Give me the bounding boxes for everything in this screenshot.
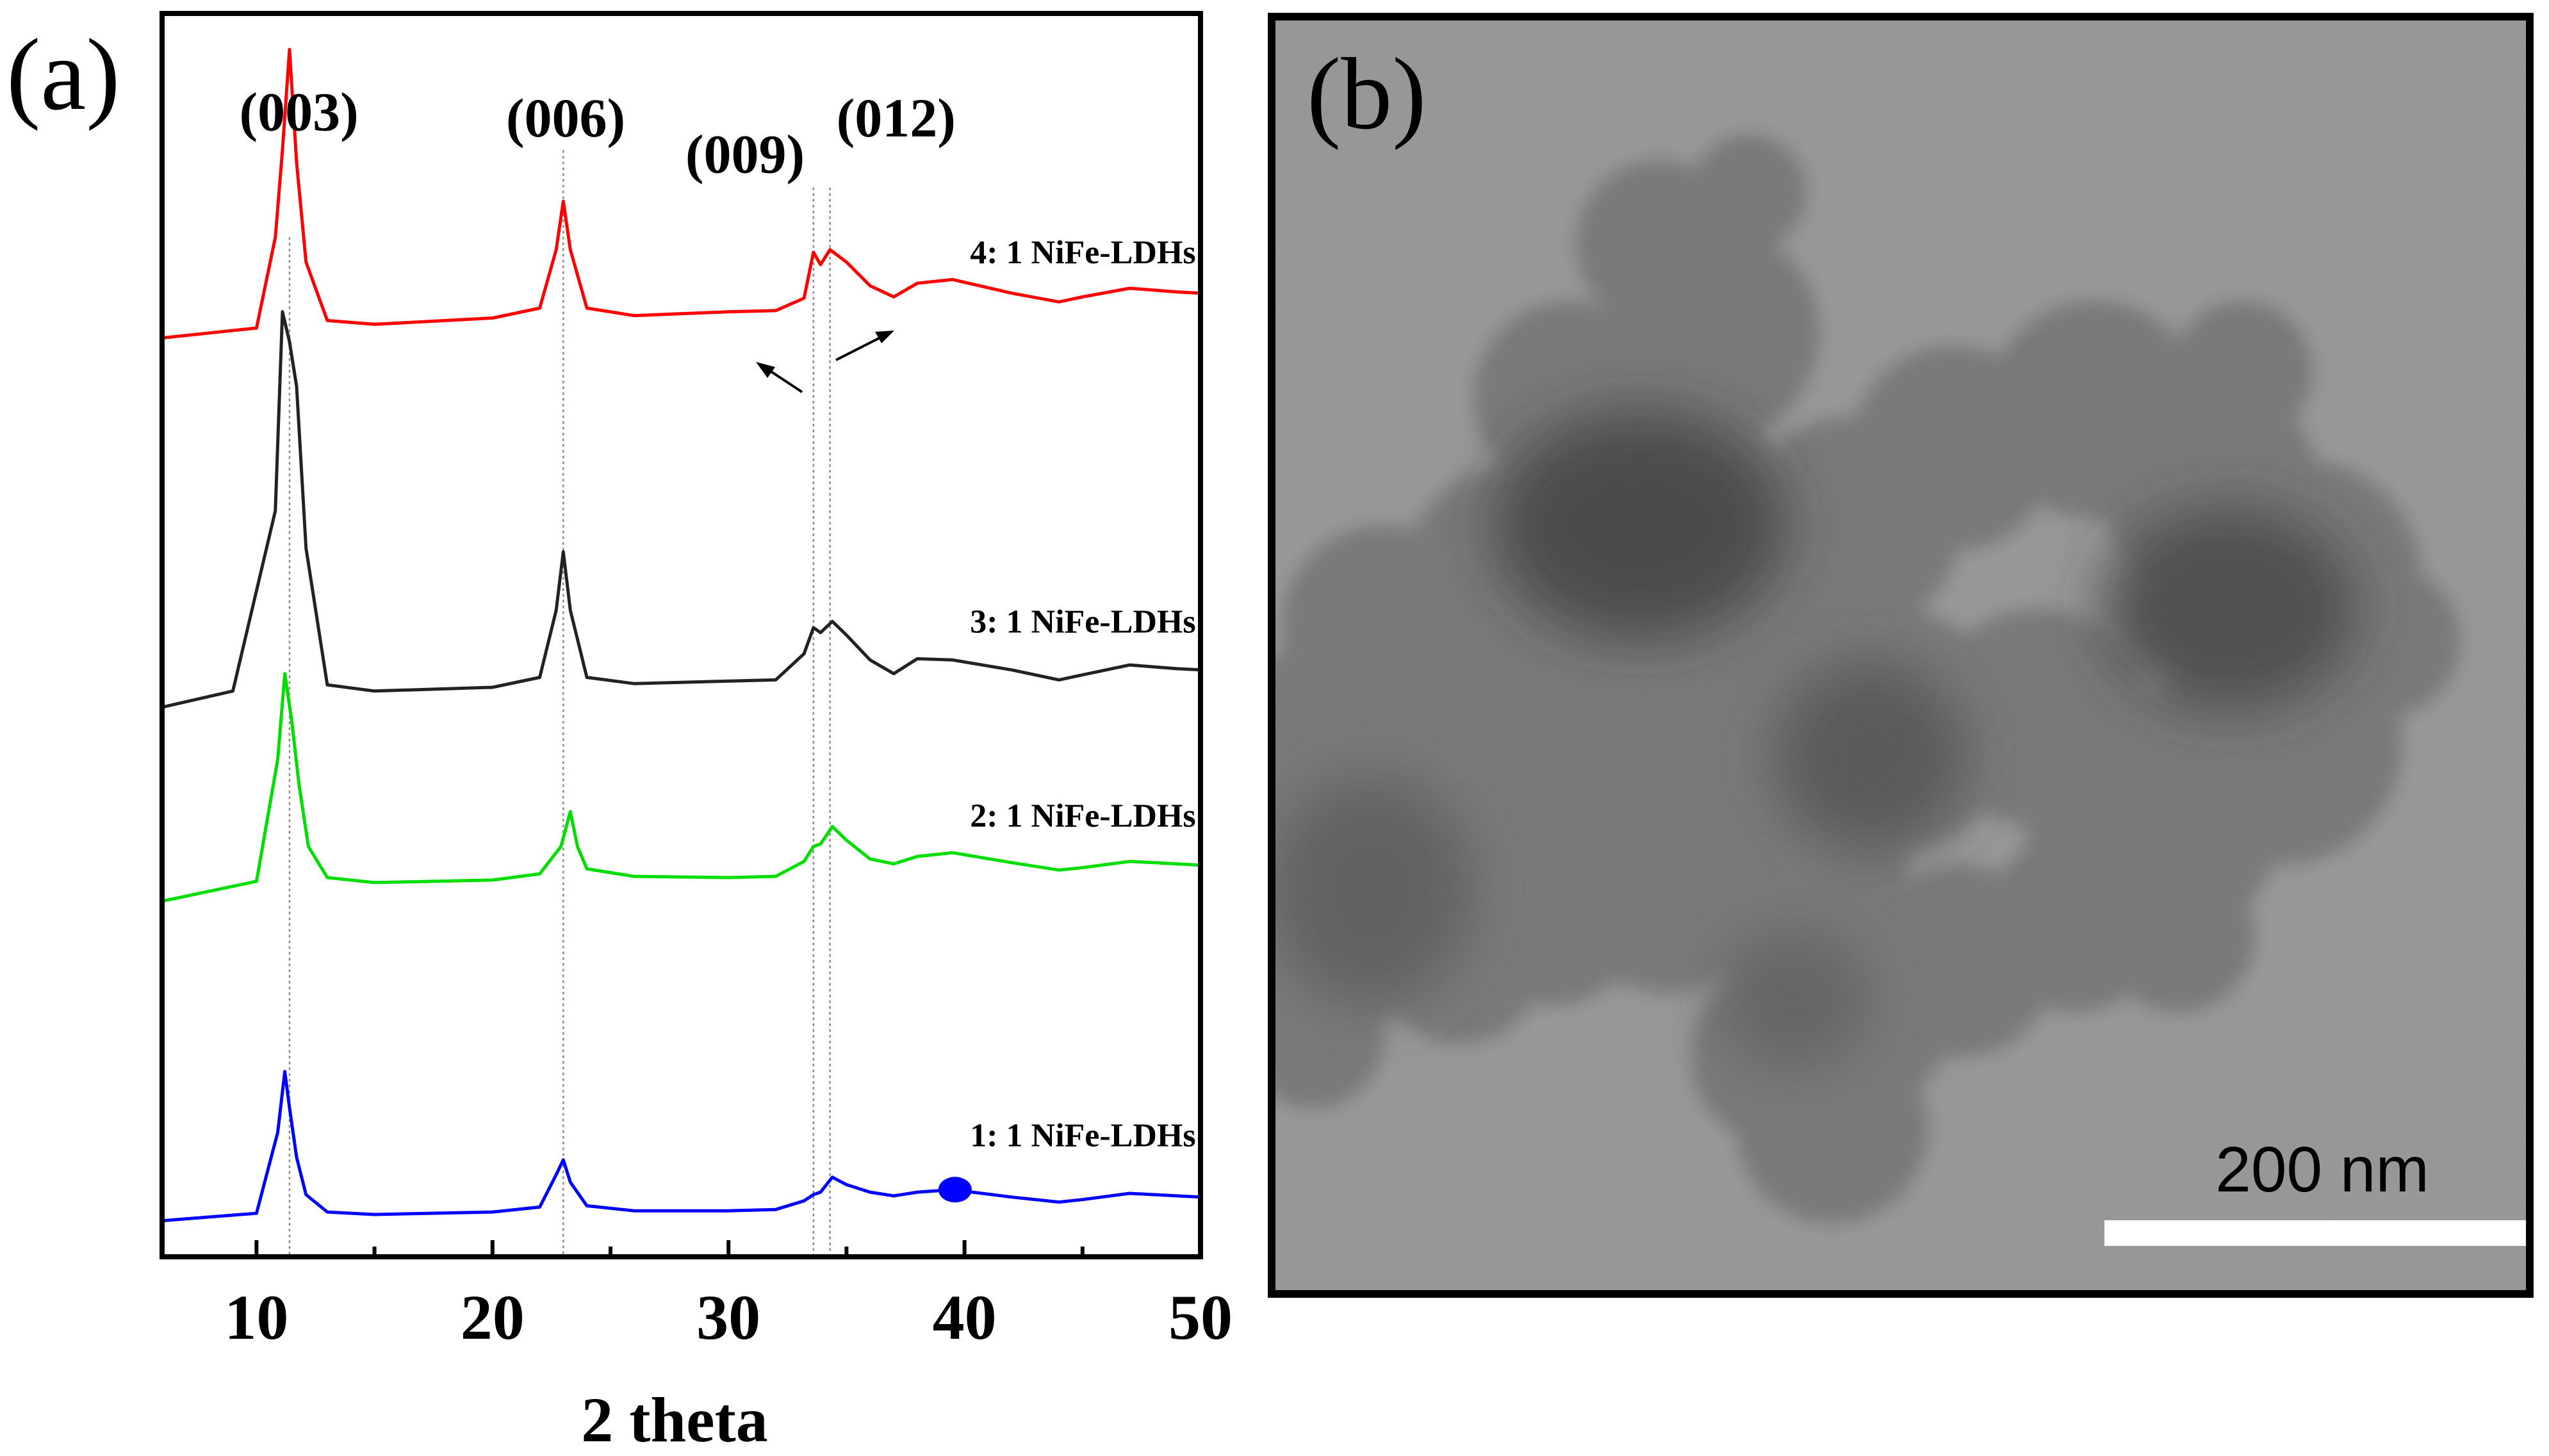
panel-label-a: (a)	[6, 17, 120, 131]
series-line-4	[161, 1070, 1201, 1223]
peak-labels: (003) (006) (009) (012)	[240, 81, 956, 184]
scale-bar	[2104, 1220, 2527, 1246]
series-line-3	[161, 672, 1201, 903]
micrograph-grain	[1272, 17, 2530, 1294]
x-tick-label-10: 10	[224, 1282, 288, 1353]
peak-arrow-012	[835, 331, 894, 361]
x-tick-label-20: 20	[461, 1282, 525, 1353]
xrd-plot: 10 20 30 40 50 4: 1 NiFe-LDHs 3: 1 NiFe-LDHs 2…	[160, 11, 1233, 1455]
peak-label-1: (003)	[240, 81, 359, 142]
scale-bar-label: 200 nm	[2215, 1134, 2429, 1206]
series-label-1: 4: 1 NiFe-LDHs	[970, 234, 1195, 271]
series-label-2: 3: 1 NiFe-LDHs	[970, 604, 1195, 641]
series-label-3: 2: 1 NiFe-LDHs	[970, 798, 1195, 834]
reference-lines	[288, 150, 831, 1257]
peak-arrow-009	[756, 362, 803, 393]
data-marker-1	[938, 1177, 972, 1203]
series-line-1	[161, 47, 1201, 340]
series-layer	[161, 47, 1201, 1223]
series-line-2	[161, 310, 1201, 709]
marker-layer	[938, 1177, 972, 1203]
plot-frame	[160, 11, 1203, 1259]
series-label-4: 1: 1 NiFe-LDHs	[970, 1117, 1195, 1154]
x-axis: 10 20 30 40 50	[224, 1240, 1233, 1353]
micrograph-frame	[1268, 13, 2534, 1298]
tem-micrograph-panel: 200 nm (b)	[1268, 13, 2534, 1298]
peak-label-4: (012)	[837, 87, 956, 149]
x-tick-label-30: 30	[696, 1282, 760, 1353]
panel-label-b: (b)	[1307, 37, 1427, 151]
x-axis-label: 2 theta	[581, 1384, 768, 1455]
peak-label-3: (009)	[685, 123, 805, 184]
x-tick-label-50: 50	[1168, 1282, 1233, 1353]
series-labels: 4: 1 NiFe-LDHs 3: 1 NiFe-LDHs 2: 1 NiFe-LD…	[970, 234, 1195, 1154]
x-tick-label-40: 40	[933, 1282, 997, 1353]
peak-label-2: (006)	[506, 87, 625, 149]
xrd-chart-panel: (a) 10 20 30 40 50 4: 1 NiFe-LDHs 3: 1 NiFe-L…	[6, 11, 1233, 1455]
